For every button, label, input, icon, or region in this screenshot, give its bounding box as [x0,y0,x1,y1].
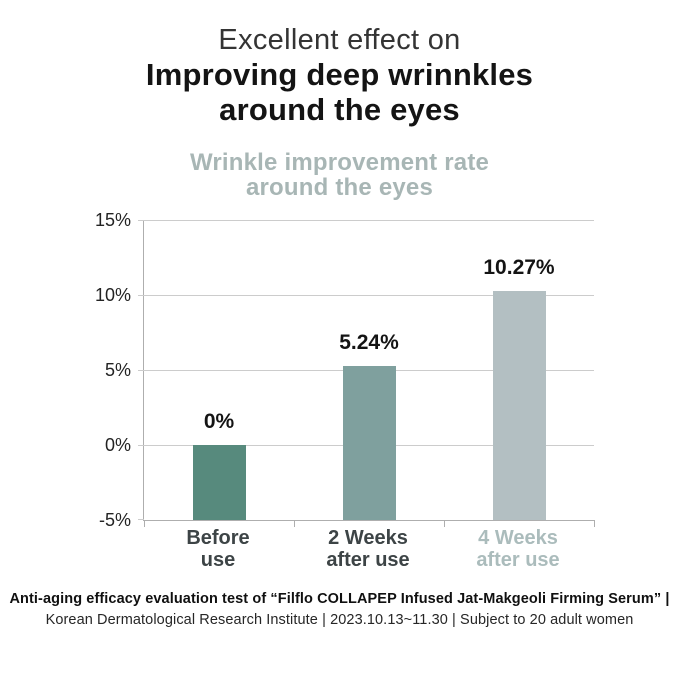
chart-title-line-1: Wrinkle improvement rate [189,149,490,176]
footnote: Anti-aging efficacy evaluation test of “… [0,589,679,631]
footnote-line-1: Anti-aging efficacy evaluation test of “… [9,591,670,607]
y-tick-label: 15% [94,210,131,230]
x-category-label-2: 2 Weeks after use [293,527,443,571]
chart-title: Wrinkle improvement rate around the eyes [0,150,679,201]
bar-4-weeks-after-use [492,290,546,520]
x-category-label-1: Before use [143,527,293,571]
x-axis-category-labels: Before use 2 Weeks after use 4 Weeks after us… [143,527,593,576]
y-tick-label: -5% [98,510,131,530]
x-category-label-line: use [200,548,236,571]
bar-chart-plot-area: 15% 10% 5% 0% -5% 0% 5.24% 10.27% [95,210,595,530]
headline: Excellent effect on Improving deep wrinn… [0,24,679,127]
bar-before-use [192,445,246,520]
bar-2-weeks-after-use [342,366,396,520]
gridline-10% [138,295,594,296]
x-category-label-line: Before [186,527,250,549]
x-axis-tick [444,520,445,527]
y-tick-label: 10% [94,285,131,305]
chart-title-line-2: around the eyes [245,174,434,202]
x-category-label-line: 4 Weeks [478,527,558,549]
gridline-15% [138,220,594,221]
bar-value-label: 5.24% [339,331,399,355]
footnote-line-2: Korean Dermatological Research Institute… [45,612,634,628]
x-category-label-line: after use [326,548,410,571]
x-category-label-line: 2 Weeks [328,527,408,549]
headline-bold-line-2: around the eyes [219,92,460,128]
axis-tick-left--5% [138,519,144,520]
y-tick-label: 5% [104,360,131,380]
x-category-label-3: 4 Weeks after use [443,527,593,571]
x-category-label-line: after use [476,548,560,571]
x-axis-tick [294,520,295,527]
headline-light-line: Excellent effect on [218,24,461,56]
x-axis-tick [144,520,145,527]
x-axis-tick [594,520,595,527]
y-tick-label: 0% [104,435,131,455]
headline-bold-line-1: Improving deep wrinnkles [145,57,534,93]
bar-value-label: 10.27% [483,255,555,279]
bar-value-label: 0% [203,410,235,433]
